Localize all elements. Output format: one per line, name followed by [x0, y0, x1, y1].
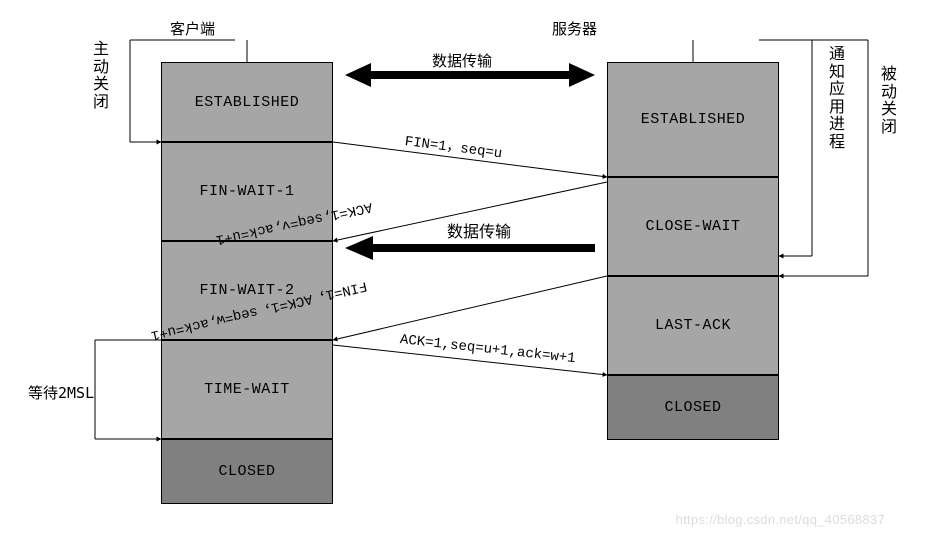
wait-2msl-label: 等待2MSL	[28, 382, 94, 403]
state-label: CLOSED	[218, 463, 275, 480]
client-title: 客户端	[170, 18, 215, 39]
state-label: TIME-WAIT	[204, 381, 290, 398]
message-label-0: FIN=1，seq=u	[404, 130, 504, 162]
state-label: ESTABLISHED	[195, 94, 300, 111]
client-state-time-wait: TIME-WAIT	[161, 340, 333, 439]
diagram-stage: 客户端 服务器 数据传输 主动关闭 通知应用进程 被动关闭 等待2MSL 数据传…	[0, 0, 925, 543]
watermark: https://blog.csdn.net/qq_40568837	[676, 512, 885, 527]
state-label: CLOSE-WAIT	[645, 218, 740, 235]
data-transfer-label-top: 数据传输	[432, 50, 492, 71]
data-transfer-label-mid: 数据传输	[447, 218, 511, 242]
state-label: ESTABLISHED	[641, 111, 746, 128]
state-label: FIN-WAIT-1	[199, 183, 294, 200]
server-state-last-ack: LAST-ACK	[607, 276, 779, 375]
active-close-label: 主动关闭	[92, 40, 110, 110]
state-label: LAST-ACK	[655, 317, 731, 334]
passive-close-label: 被动关闭	[880, 65, 898, 135]
state-label: CLOSED	[664, 399, 721, 416]
server-state-close-wait: CLOSE-WAIT	[607, 177, 779, 276]
notify-app-label: 通知应用进程	[828, 45, 846, 151]
client-state-closed: CLOSED	[161, 439, 333, 504]
arrows-overlay	[0, 0, 925, 543]
server-title: 服务器	[552, 18, 597, 39]
client-state-established: ESTABLISHED	[161, 62, 333, 142]
server-state-established: ESTABLISHED	[607, 62, 779, 177]
message-label-3: ACK=1,seq=u+1,ack=w+1	[399, 332, 576, 367]
server-state-closed: CLOSED	[607, 375, 779, 440]
